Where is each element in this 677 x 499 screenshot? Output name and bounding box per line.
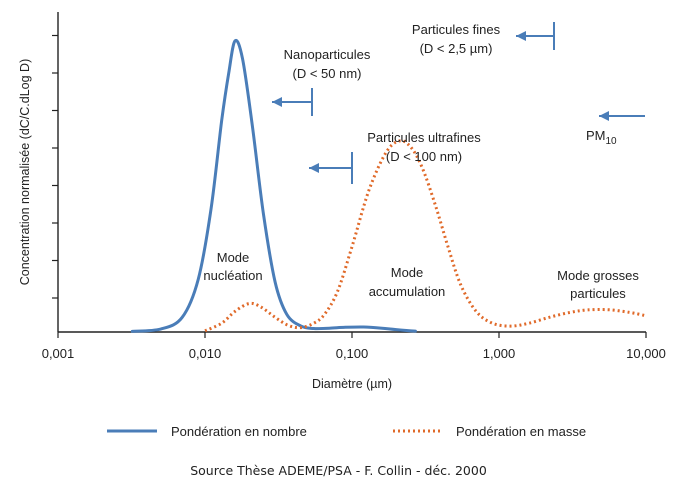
annotation-pm10-label: PM10 [586,128,617,147]
mode-nucleation-line1: Mode [217,250,250,265]
y-axis-ticks [52,34,58,299]
x-axis-ticks: 0,001 0,010 0,100 1,000 10,000 [42,332,666,361]
annotation-pm10: PM10 [586,111,645,147]
x-tick-label: 0,010 [189,346,222,361]
cutoff-arrow-fines [516,22,555,50]
cutoff-arrow-ultra [309,152,353,184]
legend-item-masse: Pondération en masse [393,424,586,439]
annotation-fines: Particules fines (D < 2,5 µm) [412,22,555,56]
mode-nucleation-line2: nucléation [203,268,262,283]
cutoff-arrow-pm10 [599,111,645,121]
cutoff-arrow-nano [272,88,313,116]
legend-label-masse: Pondération en masse [456,424,586,439]
series-layer [130,38,647,333]
mode-label-nucleation: Mode nucléation [203,250,262,283]
mode-grosses-line2: particules [570,286,626,301]
mode-grosses-line1: Mode grosses [557,268,639,283]
x-tick-label: 1,000 [483,346,516,361]
annotation-ultra-line2: (D < 100 nm) [386,149,462,164]
annotation-nano-line1: Nanoparticules [284,47,371,62]
mode-accumulation-line1: Mode [391,265,424,280]
mode-label-grosses: Mode grosses particules [557,268,639,301]
annotation-nanoparticules: Nanoparticules (D < 50 nm) [272,47,371,116]
annotation-nano-line2: (D < 50 nm) [293,66,362,81]
x-tick-label: 0,100 [336,346,369,361]
mode-label-accumulation: Mode accumulation [369,265,446,299]
source-caption: Source Thèse ADEME/PSA - F. Collin - déc… [190,463,487,478]
legend-item-nombre: Pondération en nombre [107,424,307,439]
annotation-ultra-line1: Particules ultrafines [367,130,481,145]
annotation-fines-line1: Particules fines [412,22,501,37]
x-axis-title: Diamètre (µm) [312,377,392,391]
x-tick-label: 0,001 [42,346,75,361]
legend: Pondération en nombre Pondération en mas… [107,424,586,439]
mode-accumulation-line2: accumulation [369,284,446,299]
annotation-ultrafines: Particules ultrafines (D < 100 nm) [309,130,481,184]
series-line-masse [204,139,647,333]
legend-label-nombre: Pondération en nombre [171,424,307,439]
y-axis-title: Concentration normalisée (dC/C.dLog D) [18,59,32,286]
annotation-fines-line2: (D < 2,5 µm) [420,41,493,56]
series-line-nombre [130,38,417,333]
x-tick-label: 10,000 [626,346,666,361]
